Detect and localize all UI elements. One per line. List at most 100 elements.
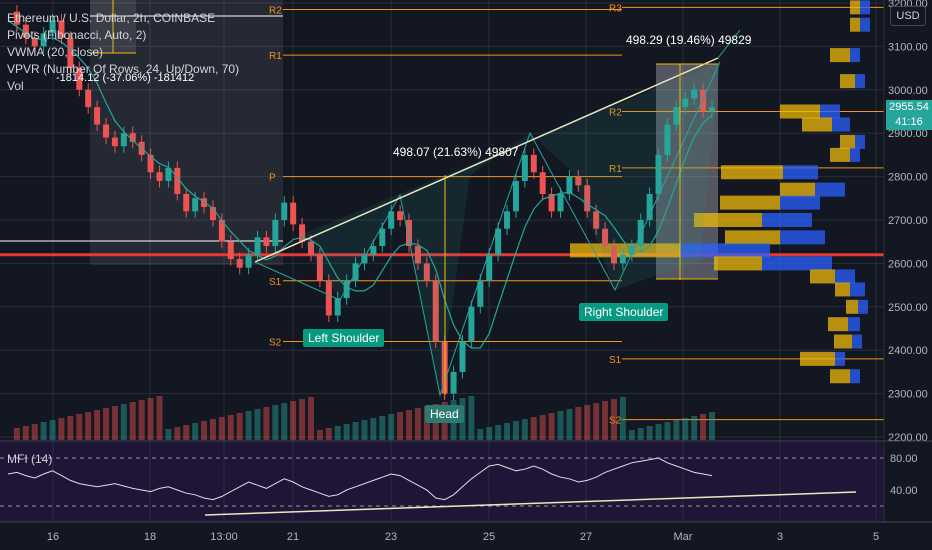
mfi-tick-label: 40.00 [890, 485, 918, 497]
volume-bar [610, 399, 617, 440]
volume-bar [352, 422, 359, 440]
candle-body [477, 280, 484, 307]
left-shoulder-label: Left Shoulder [303, 329, 385, 347]
volume-bar [218, 417, 225, 440]
time-axis [0, 522, 932, 550]
volume-profile-down [680, 243, 770, 258]
volume-bar [397, 412, 404, 440]
volume-profile-down [835, 351, 845, 366]
volume-profile-up [846, 299, 858, 314]
candle-body [602, 228, 609, 247]
candle-body [94, 107, 101, 125]
candle-body [165, 167, 172, 181]
volume-profile-up [850, 0, 860, 15]
volume-profile-down [762, 256, 832, 271]
volume-profile-down [835, 269, 855, 284]
volume-bar [245, 411, 252, 440]
measure-label-1: 498.07 (21.63%) 49807 [393, 145, 519, 159]
volume-profile-down [850, 147, 860, 162]
vpvr-indicator[interactable]: VPVR (Number Of Rows, 24, Up/Down, 70) [7, 62, 240, 76]
candle-body [227, 241, 234, 260]
volume-bar [201, 421, 208, 440]
volume-profile-up [725, 230, 780, 245]
pivot-label: S1 [609, 355, 622, 366]
chart-legend: Ethereum / U.S. Dollar, 2h, COINBASE Piv… [7, 10, 239, 95]
volume-bar [628, 430, 635, 440]
candle-body [281, 202, 288, 220]
volume-bar [593, 403, 600, 440]
candle-body [646, 193, 653, 220]
volume-profile-up [721, 165, 783, 180]
vol-indicator[interactable]: Vol [7, 79, 24, 93]
volume-bar [486, 427, 493, 440]
candle-body [593, 211, 600, 229]
volume-bar [584, 405, 591, 440]
volume-bar [299, 399, 306, 440]
volume-profile-up [694, 213, 762, 227]
time-tick-label: 5 [873, 531, 879, 543]
candle-body [557, 193, 564, 212]
volume-profile-down [860, 0, 870, 15]
volume-bar [682, 418, 689, 440]
candle-body [655, 154, 662, 194]
price-tick-label: 3200.00 [888, 0, 928, 10]
volume-profile-up [828, 317, 848, 332]
volume-bar [67, 416, 74, 440]
currency-button[interactable]: USD [890, 6, 926, 26]
candle-body [682, 98, 689, 108]
candle-body [486, 254, 493, 281]
candle-body [290, 202, 297, 225]
volume-profile-down [850, 369, 860, 384]
volume-bar [406, 410, 413, 440]
time-tick-label: 3 [777, 531, 783, 543]
volume-profile-up [830, 48, 850, 63]
volume-bar [548, 413, 555, 440]
candle-body [156, 172, 163, 181]
pivot-label: R1 [269, 51, 282, 62]
candle-body [388, 211, 395, 229]
volume-bar [254, 409, 261, 440]
candle-body [566, 176, 573, 194]
volume-profile-down [832, 117, 850, 132]
pivots-indicator[interactable]: Pivots (Fibonacci, Auto, 2) [7, 28, 147, 42]
mfi-indicator-label[interactable]: MFI (14) [7, 452, 53, 466]
candle-body [299, 224, 306, 242]
volume-bar [619, 397, 626, 440]
candle-body [49, 20, 56, 34]
volume-profile-up [830, 369, 850, 384]
volume-bar [602, 401, 609, 440]
candle-body [468, 306, 475, 342]
volume-bar [361, 420, 368, 440]
candle-body [58, 20, 65, 38]
right-shoulder-label: Right Shoulder [579, 303, 669, 321]
vwma-indicator[interactable]: VWMA (20, close) [7, 45, 104, 59]
candle-body [103, 124, 110, 138]
volume-bar [40, 422, 47, 440]
symbol-title[interactable]: Ethereum / U.S. Dollar, 2h, COINBASE [7, 11, 216, 25]
candle-body [423, 263, 430, 281]
bar-countdown: 41:16 [895, 116, 923, 128]
candle-body [245, 254, 252, 268]
measure-label-2: 498.29 (19.46%) 49829 [626, 33, 752, 47]
volume-bar [512, 421, 519, 440]
volume-profile-up [850, 17, 860, 32]
price-tick-label: 2600.00 [888, 258, 928, 270]
volume-bar [646, 426, 653, 440]
volume-profile-down [850, 282, 865, 297]
volume-bar [539, 415, 546, 440]
candle-body [548, 193, 555, 212]
volume-bar [290, 401, 297, 440]
volume-bar [673, 420, 680, 440]
trend-extension [717, 29, 741, 59]
volume-profile-up [570, 243, 680, 258]
pivot-label: R1 [609, 164, 622, 175]
volume-bar [147, 398, 154, 440]
candle-body [183, 193, 190, 212]
volume-bar [307, 397, 314, 440]
volume-profile-down [762, 213, 812, 227]
volume-bar [557, 411, 564, 440]
time-tick-label: 23 [385, 531, 397, 543]
candle-body [664, 124, 671, 155]
